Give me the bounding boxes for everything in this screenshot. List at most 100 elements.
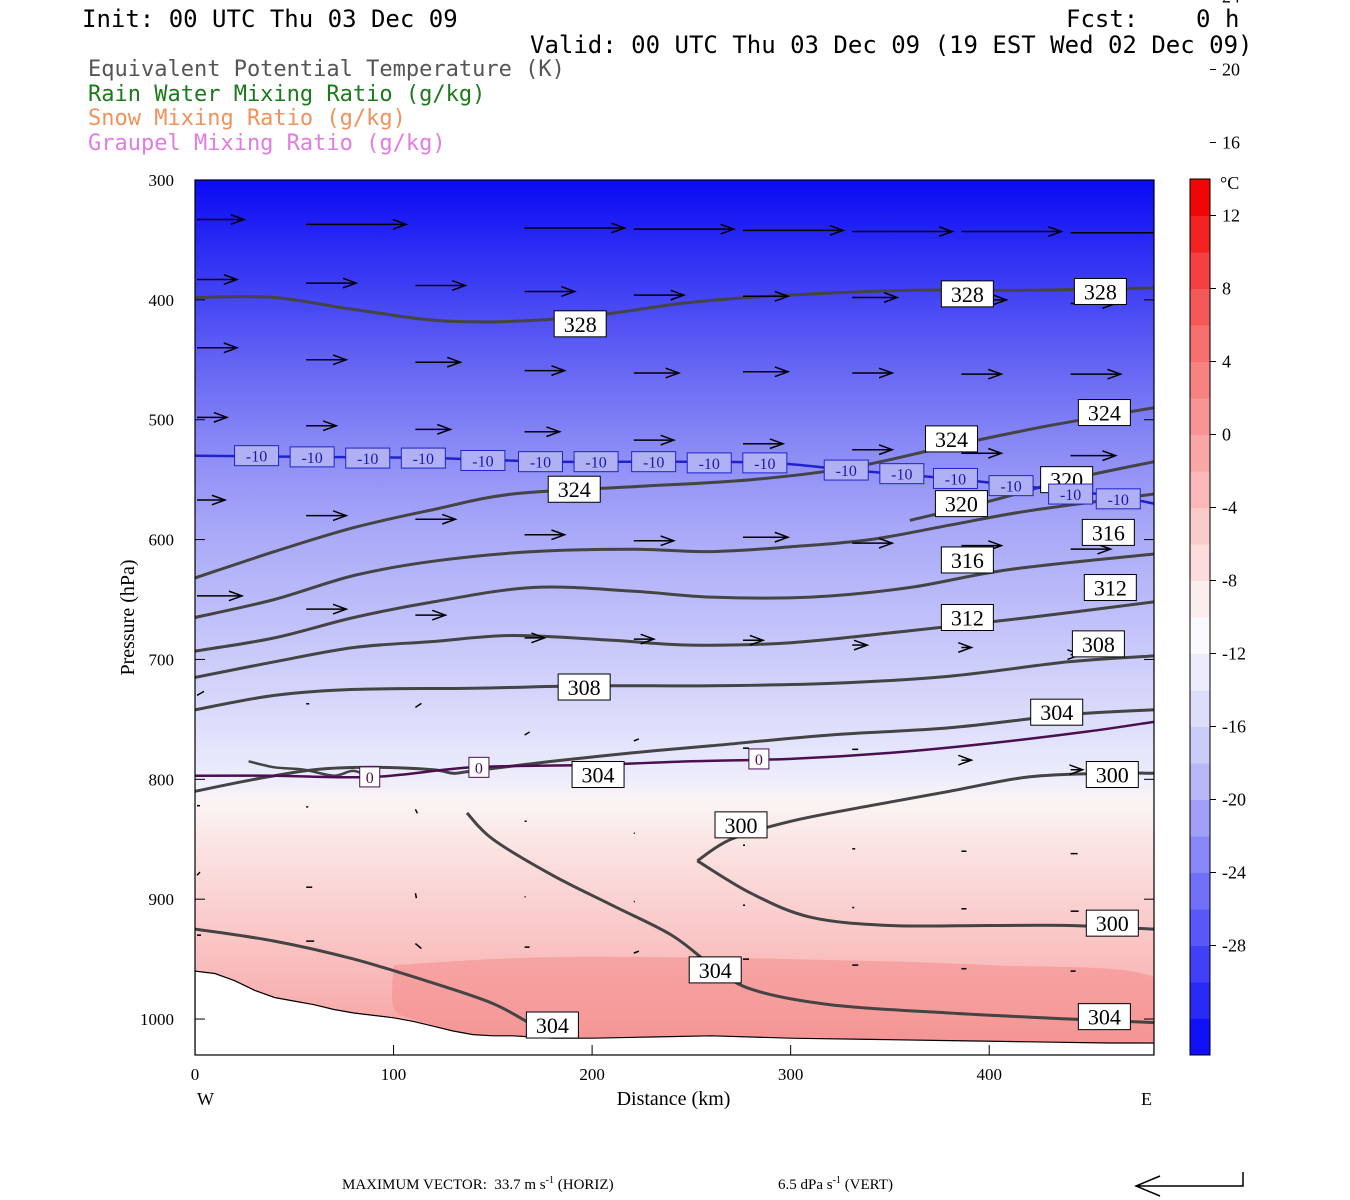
colorbar-tick-label: -12 xyxy=(1222,644,1246,664)
wind-vector xyxy=(958,754,974,766)
isotherm-label-box xyxy=(686,452,732,474)
variable-legend: Equivalent Potential Temperature (K) Rai… xyxy=(88,57,565,156)
wind-vector xyxy=(306,277,359,289)
theta-e-label-text: 304 xyxy=(699,958,732,983)
wind-vector-head xyxy=(769,438,786,450)
colorbar-tick-label: -20 xyxy=(1222,790,1246,810)
wind-vector xyxy=(306,510,349,522)
colorbar-swatch xyxy=(1190,471,1210,508)
theta-e-label: 328 xyxy=(940,280,994,308)
colorbar-swatch xyxy=(1190,763,1210,800)
isotherm-label: -10 xyxy=(460,449,506,471)
colorbar-swatch xyxy=(1190,982,1210,1019)
max-vert-unit: (VERT) xyxy=(844,1177,893,1193)
theta-e-label-text: 304 xyxy=(582,763,615,788)
wind-vector-head xyxy=(441,513,458,525)
wind-vector-head xyxy=(988,447,1004,459)
theta-e-label-box xyxy=(1085,761,1139,789)
theta-e-line-3 xyxy=(195,492,1154,619)
theta-e-line-6 xyxy=(195,654,1154,712)
colorbar-tick-label: 4 xyxy=(1222,352,1231,372)
wind-vector xyxy=(415,423,453,435)
colorbar-unit: °C xyxy=(1220,173,1239,193)
wind-vector xyxy=(961,368,1004,380)
colorbar-tick-label: 24 xyxy=(1222,0,1240,7)
wind-vector xyxy=(633,223,736,235)
colorbar-swatch xyxy=(1190,580,1210,618)
isotherm-label: 0 xyxy=(359,766,381,788)
wind-vector xyxy=(633,434,676,446)
theta-e-label-box xyxy=(1085,909,1139,937)
isotherm-label-text: -10 xyxy=(246,449,267,466)
wind-vector-head xyxy=(993,294,1009,306)
isotherm-label-box xyxy=(631,451,677,473)
theta-e-label-text: 328 xyxy=(1084,279,1117,304)
isotherm-label: -10 xyxy=(631,451,677,473)
isotherm-label-box xyxy=(573,451,619,473)
wind-vector xyxy=(852,226,955,238)
wind-vector-head xyxy=(878,367,895,379)
wind-vector-head xyxy=(531,632,547,644)
colorbar-tick-label: 20 xyxy=(1222,60,1240,80)
isotherm-label-box xyxy=(988,475,1034,497)
legend-rain: Rain Water Mixing Ratio (g/kg) xyxy=(88,81,486,107)
isotherm-label: -10 xyxy=(289,446,335,468)
isotherm-label-box xyxy=(345,447,391,469)
wind-vector xyxy=(633,738,640,742)
isotherm-label-box xyxy=(400,447,446,469)
isotherm-label-box xyxy=(460,449,506,471)
wind-vector xyxy=(415,513,458,525)
wind-vector xyxy=(743,531,791,543)
wind-vector-head xyxy=(640,633,656,645)
wind-vector xyxy=(306,354,349,366)
isotherm-label-text: -10 xyxy=(1108,492,1129,509)
wind-vector xyxy=(852,537,895,549)
theta-e-label-box xyxy=(1081,518,1135,546)
isotherm-label: -10 xyxy=(879,463,925,485)
colorbar-swatch xyxy=(1190,872,1210,910)
wind-vector-head xyxy=(988,368,1004,380)
theta-e-label-text: 320 xyxy=(945,492,978,517)
wind-vector xyxy=(414,808,419,814)
isotherm-label-box xyxy=(748,748,770,770)
colorbar-swatch xyxy=(1190,179,1210,216)
wind-vector-head xyxy=(431,609,448,621)
wind-vector-head xyxy=(228,590,245,602)
wind-vector xyxy=(743,366,791,378)
wind-vector-head xyxy=(878,537,895,549)
wind-vector-head xyxy=(436,423,453,435)
colorbar-tick-label: 16 xyxy=(1222,133,1240,153)
wind-vector-head xyxy=(774,366,791,378)
wind-vector xyxy=(743,290,791,302)
theta-e-label-box xyxy=(553,310,607,338)
theta-e-label: 308 xyxy=(557,673,611,701)
colorbar-tick-label: -24 xyxy=(1222,863,1246,883)
max-horiz-value: 33.7 m s xyxy=(494,1177,546,1193)
colorbar-swatch xyxy=(1190,544,1210,581)
wind-vector-head xyxy=(670,289,686,301)
y-tick-label: 300 xyxy=(149,171,175,190)
isotherm-label-box xyxy=(1048,483,1094,505)
isotherm-label: -10 xyxy=(988,475,1034,497)
x-tick-label: 0 xyxy=(191,1065,200,1084)
colorbar-frame xyxy=(1189,178,1211,1056)
max-vector-text: MAXIMUM VECTOR: 33.7 m s-1 (HORIZ) xyxy=(342,1175,614,1194)
isotherm-label-text: -10 xyxy=(754,456,775,473)
wind-vector xyxy=(524,731,530,736)
colorbar-swatch xyxy=(1190,836,1210,873)
valid-time: Valid: 00 UTC Thu 03 Dec 09 (19 EST Wed … xyxy=(530,31,1253,59)
y-tick-label: 600 xyxy=(149,531,175,550)
theta-e-label-box xyxy=(940,546,994,574)
theta-e-label-text: 316 xyxy=(951,548,984,573)
colorbar-swatch xyxy=(1190,690,1210,727)
colorbar-swatch xyxy=(1190,215,1210,253)
isotherm-label: -10 xyxy=(400,447,446,469)
theta-e-label-text: 304 xyxy=(1040,700,1073,725)
wind-vector-head xyxy=(230,214,247,226)
wind-vector xyxy=(524,222,627,234)
colorbar-swatch xyxy=(1190,288,1210,326)
wind-vector xyxy=(1069,764,1085,776)
isotherm-label-text: -10 xyxy=(836,463,857,480)
isotherm-label-text: -10 xyxy=(891,467,912,484)
x-axis-label: Distance (km) xyxy=(617,1088,731,1110)
